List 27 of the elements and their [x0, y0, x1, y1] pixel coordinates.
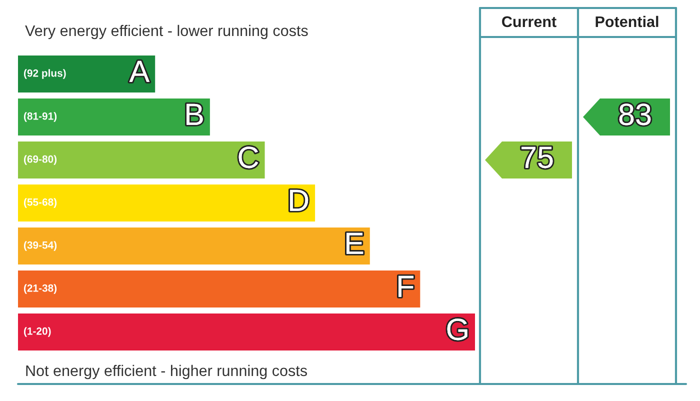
- y-tick-label: (1-20): [24, 327, 51, 337]
- annotation: G: [447, 318, 468, 340]
- annotation: F: [398, 276, 414, 297]
- text: 83: [619, 104, 651, 126]
- y-tick-label: (81-91): [24, 112, 57, 122]
- bar: [18, 142, 265, 178]
- y-tick-label: (55-68): [24, 198, 57, 208]
- text: Not energy efficient - higher running costs: [26, 364, 307, 380]
- bar: [18, 270, 420, 308]
- annotation: E: [346, 232, 364, 254]
- y-tick-label: (21-38): [24, 284, 57, 294]
- annotation: C: [238, 146, 258, 168]
- text: Potential: [596, 16, 658, 28]
- bar: [18, 314, 475, 350]
- y-tick-label: (39-54): [24, 241, 57, 251]
- annotation: B: [186, 104, 203, 125]
- bar: [18, 184, 316, 222]
- chart-title: Very energy efficient - lower running costs: [25, 24, 308, 40]
- text: Current: [502, 16, 556, 28]
- y-tick-label: (92 plus): [24, 69, 66, 79]
- y-tick-label: (69-80): [24, 155, 57, 165]
- bar: [18, 98, 210, 136]
- annotation: A: [129, 60, 150, 82]
- bar: [18, 56, 156, 92]
- annotation: D: [290, 190, 308, 211]
- bar: [18, 228, 370, 264]
- text: 75: [522, 146, 553, 168]
